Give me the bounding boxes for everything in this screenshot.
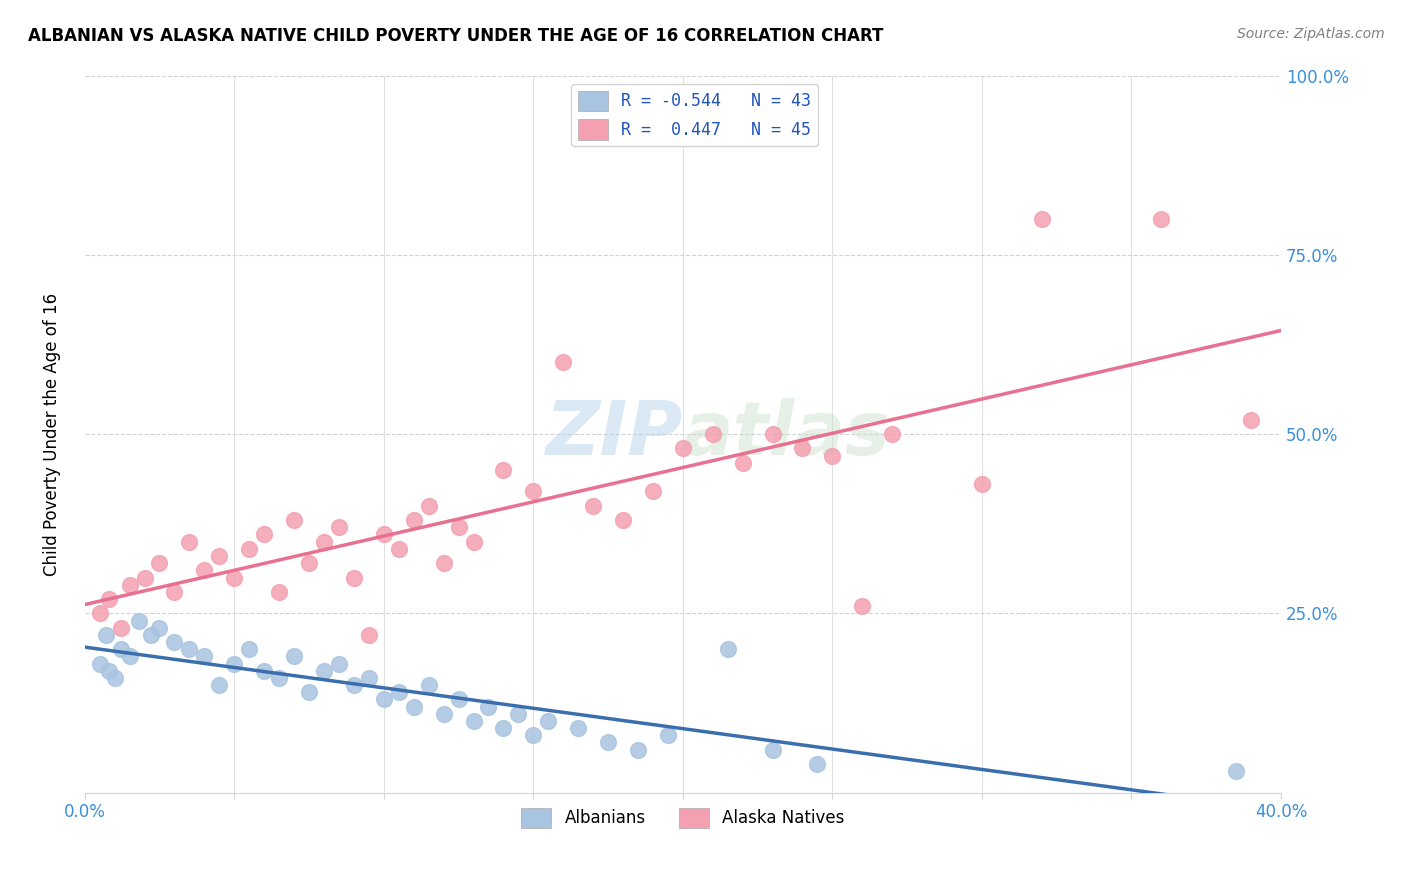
Point [447,520,470,534]
Point [418,499,440,513]
Point [312,534,335,549]
Point [388,685,411,699]
Point [761,427,783,442]
Point [402,513,425,527]
Point [163,585,186,599]
Point [447,692,470,706]
Point [193,563,215,577]
Point [118,649,141,664]
Point [208,678,231,692]
Point [193,649,215,664]
Point [433,706,456,721]
Text: ZIP: ZIP [546,398,683,471]
Point [134,570,156,584]
Point [139,628,162,642]
Point [238,541,260,556]
Point [343,678,366,692]
Point [553,355,575,369]
Point [492,463,515,477]
Point [89,607,111,621]
Legend: Albanians, Alaska Natives: Albanians, Alaska Natives [515,801,851,835]
Point [702,427,724,442]
Point [253,527,276,541]
Point [1031,211,1053,226]
Point [110,642,132,657]
Point [821,449,844,463]
Point [283,649,305,664]
Point [806,756,828,771]
Point [792,442,814,456]
Point [312,664,335,678]
Point [851,599,873,614]
Text: ALBANIAN VS ALASKA NATIVE CHILD POVERTY UNDER THE AGE OF 16 CORRELATION CHART: ALBANIAN VS ALASKA NATIVE CHILD POVERTY … [28,27,883,45]
Point [717,642,740,657]
Point [882,427,904,442]
Point [463,534,485,549]
Point [627,742,650,756]
Point [492,721,515,735]
Point [269,585,291,599]
Point [328,657,350,671]
Point [508,706,530,721]
Point [582,499,605,513]
Point [343,570,366,584]
Point [1150,211,1173,226]
Point [1240,413,1263,427]
Point [148,621,170,635]
Point [148,556,170,570]
Point [373,692,395,706]
Point [612,513,634,527]
Point [402,699,425,714]
Point [373,527,395,541]
Point [118,577,141,591]
Point [128,614,150,628]
Point [1225,764,1247,779]
Point [657,728,679,742]
Y-axis label: Child Poverty Under the Age of 16: Child Poverty Under the Age of 16 [44,293,60,575]
Point [97,664,120,678]
Point [970,477,993,491]
Point [761,742,783,756]
Text: Source: ZipAtlas.com: Source: ZipAtlas.com [1237,27,1385,41]
Point [94,628,117,642]
Point [283,513,305,527]
Point [179,534,201,549]
Point [596,735,619,749]
Point [522,484,544,499]
Point [163,635,186,649]
Point [97,592,120,607]
Point [388,541,411,556]
Point [253,664,276,678]
Point [224,570,246,584]
Point [298,556,321,570]
Point [298,685,321,699]
Point [418,678,440,692]
Point [208,549,231,563]
Point [328,520,350,534]
Point [89,657,111,671]
Point [477,699,499,714]
Point [537,714,560,728]
Point [104,671,127,685]
Text: atlas: atlas [683,398,890,471]
Point [238,642,260,657]
Point [567,721,589,735]
Point [357,628,380,642]
Point [224,657,246,671]
Point [433,556,456,570]
Point [110,621,132,635]
Point [731,456,754,470]
Point [269,671,291,685]
Point [522,728,544,742]
Point [357,671,380,685]
Point [179,642,201,657]
Point [641,484,664,499]
Point [672,442,695,456]
Point [463,714,485,728]
